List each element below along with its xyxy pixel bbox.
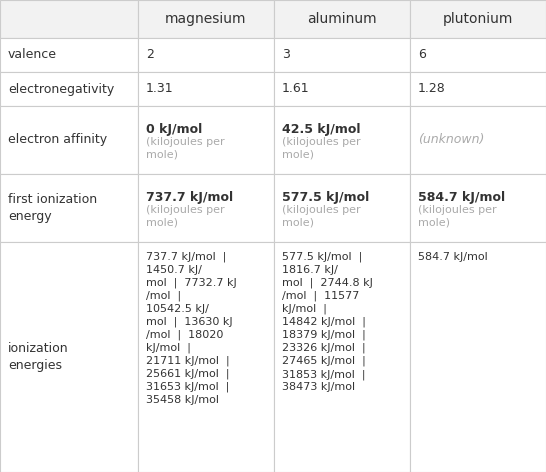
Text: ionization
energies: ionization energies (8, 342, 69, 372)
Bar (274, 174, 410, 242)
Bar (0, 38, 138, 72)
Bar (274, 72, 410, 106)
Bar (0, 106, 138, 174)
Text: magnesium: magnesium (165, 12, 247, 26)
Bar (138, 242, 274, 472)
Bar (0, 174, 138, 242)
Text: 577.5 kJ/mol  |
1816.7 kJ/
mol  |  2744.8 kJ
/mol  |  11577
kJ/mol  |
14842 kJ/m: 577.5 kJ/mol | 1816.7 kJ/ mol | 2744.8 k… (282, 252, 373, 392)
Bar (410, 72, 546, 106)
Text: 577.5 kJ/mol: 577.5 kJ/mol (282, 191, 369, 204)
Text: electronegativity: electronegativity (8, 83, 114, 95)
Text: 3: 3 (282, 49, 290, 61)
Bar (274, 0, 410, 38)
Text: (kilojoules per
mole): (kilojoules per mole) (146, 137, 224, 160)
Text: 1.61: 1.61 (282, 83, 310, 95)
Text: (kilojoules per
mole): (kilojoules per mole) (282, 137, 360, 160)
Bar (410, 0, 546, 38)
Bar (274, 38, 410, 72)
Bar (138, 72, 274, 106)
Text: plutonium: plutonium (443, 12, 513, 26)
Bar (410, 242, 546, 472)
Text: aluminum: aluminum (307, 12, 377, 26)
Bar (0, 0, 138, 38)
Text: 42.5 kJ/mol: 42.5 kJ/mol (282, 123, 360, 136)
Text: 0 kJ/mol: 0 kJ/mol (146, 123, 202, 136)
Text: 737.7 kJ/mol  |
1450.7 kJ/
mol  |  7732.7 kJ
/mol  |
10542.5 kJ/
mol  |  13630 k: 737.7 kJ/mol | 1450.7 kJ/ mol | 7732.7 k… (146, 252, 237, 405)
Text: valence: valence (8, 49, 57, 61)
Text: 6: 6 (418, 49, 426, 61)
Bar (138, 174, 274, 242)
Bar (410, 106, 546, 174)
Text: (kilojoules per
mole): (kilojoules per mole) (282, 205, 360, 228)
Text: 737.7 kJ/mol: 737.7 kJ/mol (146, 191, 233, 204)
Bar (410, 38, 546, 72)
Bar (0, 242, 138, 472)
Text: (kilojoules per
mole): (kilojoules per mole) (418, 205, 497, 228)
Bar (138, 106, 274, 174)
Text: first ionization
energy: first ionization energy (8, 193, 97, 223)
Text: 584.7 kJ/mol: 584.7 kJ/mol (418, 252, 488, 262)
Text: electron affinity: electron affinity (8, 134, 107, 146)
Bar (138, 38, 274, 72)
Bar (410, 174, 546, 242)
Bar (138, 0, 274, 38)
Bar (0, 72, 138, 106)
Bar (274, 106, 410, 174)
Text: 584.7 kJ/mol: 584.7 kJ/mol (418, 191, 505, 204)
Text: 2: 2 (146, 49, 154, 61)
Text: 1.31: 1.31 (146, 83, 174, 95)
Text: 1.28: 1.28 (418, 83, 446, 95)
Bar (274, 242, 410, 472)
Text: (kilojoules per
mole): (kilojoules per mole) (146, 205, 224, 228)
Text: (unknown): (unknown) (418, 134, 484, 146)
